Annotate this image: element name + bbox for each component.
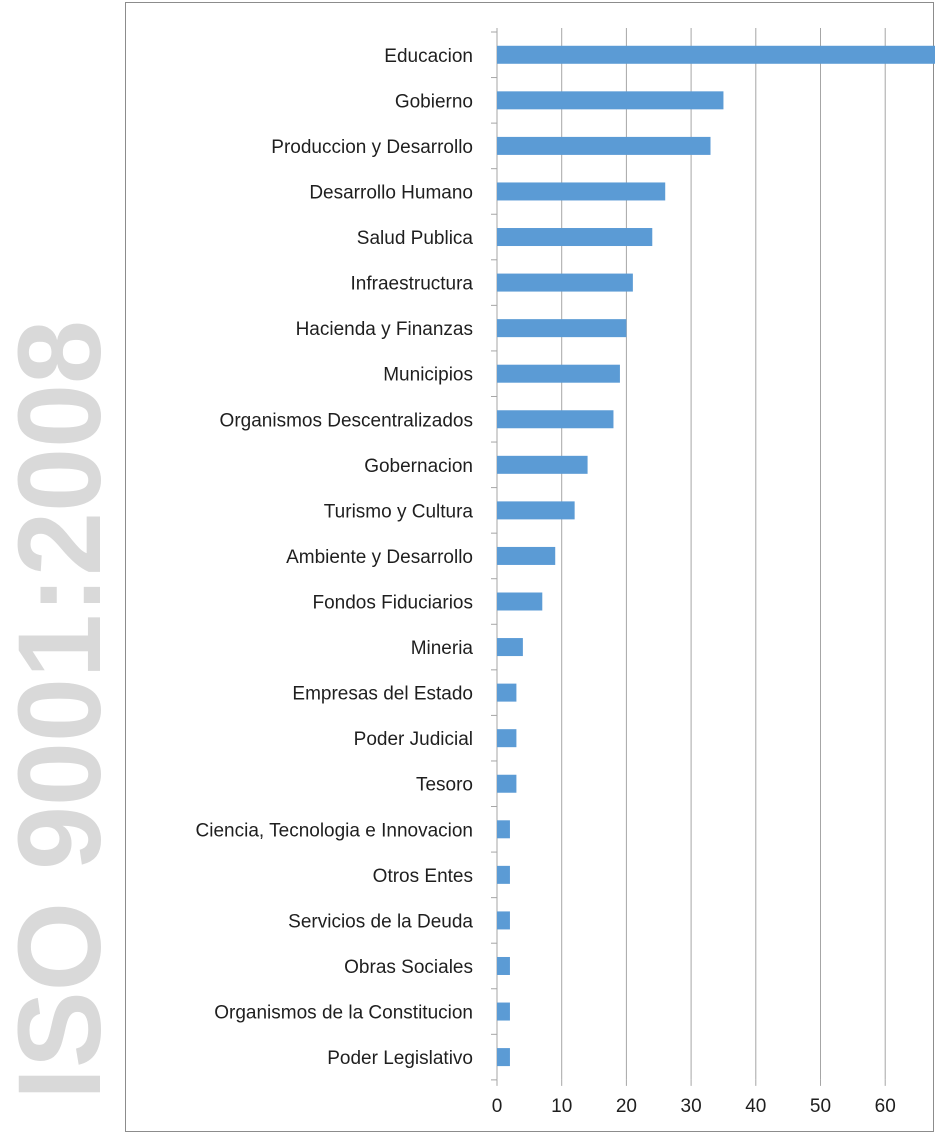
bar: [497, 501, 575, 520]
bar: [497, 1048, 510, 1067]
chart-frame: Educacion Gobierno Produccion y Desarrollo…: [125, 2, 935, 1132]
category-label: Salud Publica: [357, 228, 474, 249]
bar: [497, 45, 935, 64]
category-label: Municipios: [383, 365, 473, 386]
iso-watermark: ISO 9001:2008: [8, 320, 120, 1100]
bar-chart: Educacion Gobierno Produccion y Desarrollo…: [196, 28, 935, 1117]
bar: [497, 410, 614, 429]
category-label: Organismos de la Constitucion: [214, 1003, 473, 1024]
bar: [497, 136, 711, 155]
bar: [497, 364, 620, 383]
category-label-layer: Educacion Gobierno Produccion y Desarrollo…: [196, 46, 474, 1069]
category-label: Fondos Fiduciarios: [312, 593, 473, 614]
bar: [497, 865, 510, 884]
x-tick-label: 30: [681, 1096, 702, 1117]
bar: [497, 273, 633, 292]
bar: [497, 592, 543, 611]
bar: [497, 774, 517, 793]
category-label: Ambiente y Desarrollo: [286, 547, 473, 568]
x-tick-label: 0: [492, 1096, 503, 1117]
category-label: Gobierno: [395, 91, 473, 112]
category-label: Ciencia, Tecnologia e Innovacion: [196, 820, 473, 841]
category-label: Poder Judicial: [354, 729, 473, 750]
bar: [497, 683, 517, 702]
bar: [497, 820, 510, 839]
bar: [497, 546, 556, 565]
bar: [497, 455, 588, 474]
bar: [497, 638, 523, 657]
category-label: Tesoro: [416, 775, 473, 796]
category-label: Infraestructura: [351, 274, 474, 295]
x-tick-label: 50: [810, 1096, 831, 1117]
bar: [497, 729, 517, 748]
category-label: Mineria: [411, 638, 474, 659]
bar: [497, 319, 627, 338]
category-label: Gobernacion: [364, 456, 473, 477]
x-tick-label: 10: [551, 1096, 572, 1117]
category-label: Empresas del Estado: [292, 684, 473, 705]
tick-label-layer: 01020304050607080: [492, 1096, 896, 1117]
category-label: Produccion y Desarrollo: [271, 137, 473, 158]
category-label: Organismos Descentralizados: [220, 410, 473, 431]
category-label: Hacienda y Finanzas: [296, 319, 473, 340]
category-label: Otros Entes: [373, 866, 473, 887]
category-label: Turismo y Cultura: [324, 501, 474, 522]
category-label: Desarrollo Humano: [309, 182, 473, 203]
bar: [497, 91, 724, 110]
watermark-text: ISO 9001:2008: [8, 320, 120, 1100]
bar: [497, 182, 666, 201]
x-tick-label: 20: [616, 1096, 637, 1117]
bar: [497, 911, 510, 930]
bar: [497, 956, 510, 975]
bar-layer: [497, 45, 935, 1067]
bar: [497, 1002, 510, 1021]
bar: [497, 228, 653, 247]
category-label: Servicios de la Deuda: [288, 911, 473, 932]
x-tick-label: 40: [745, 1096, 766, 1117]
x-tick-label: 60: [875, 1096, 896, 1117]
category-label: Obras Sociales: [344, 957, 473, 978]
category-label: Educacion: [384, 46, 473, 67]
category-label: Poder Legislativo: [327, 1048, 473, 1069]
grid-layer: [561, 28, 886, 1080]
